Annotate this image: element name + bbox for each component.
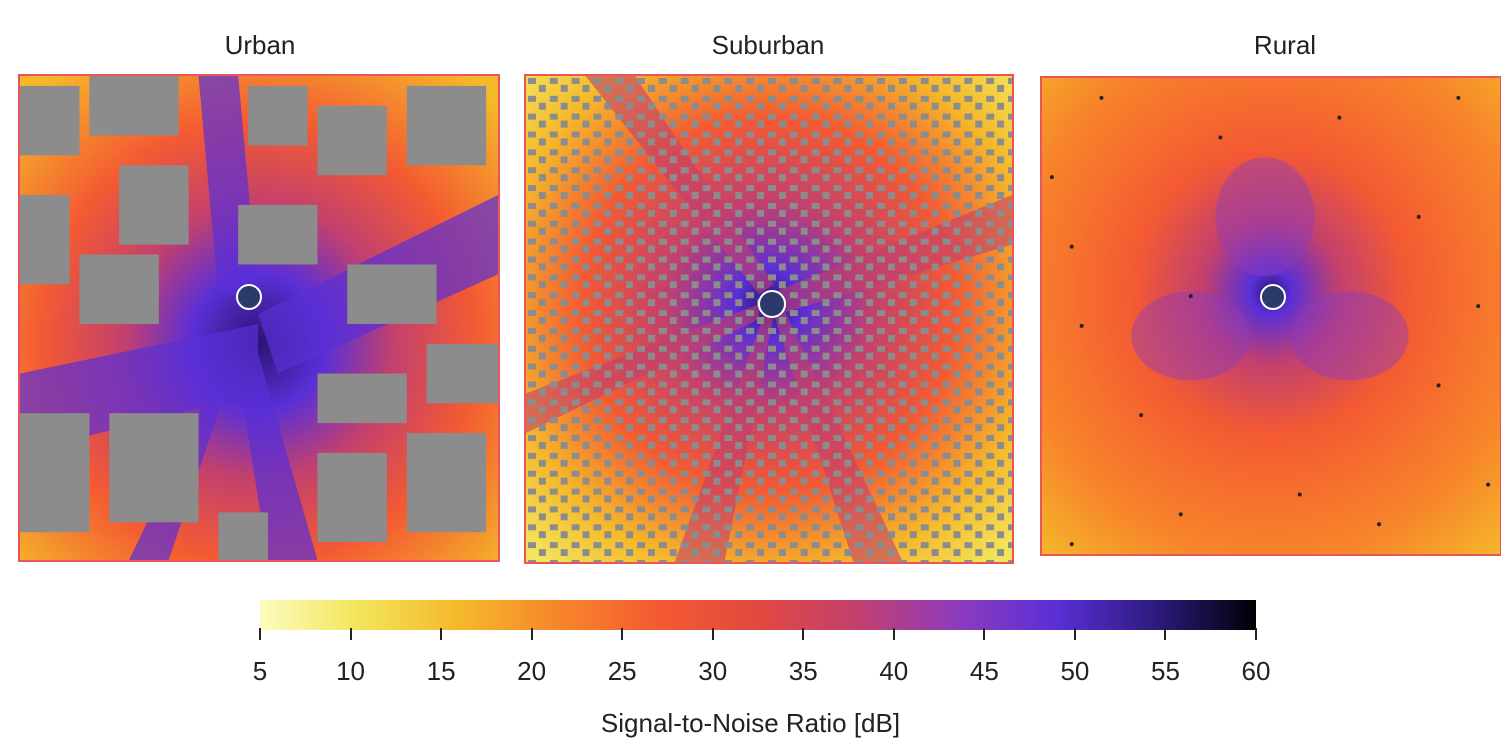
rural-map [1040,76,1501,556]
colorbar-tick-label: 20 [517,656,547,686]
suburban-map [524,74,1014,564]
colorbar-tick [802,628,805,640]
colorbar-tick [440,628,443,640]
colorbar-label: Signal-to-Noise Ratio [dB] [600,708,901,738]
colorbar-tick [711,628,714,640]
colorbar-tick [1164,628,1167,640]
colorbar-tick-label: 40 [879,656,909,686]
colorbar-tick [983,628,986,640]
colorbar-tick-label: 35 [788,656,818,686]
rural-trees [1049,95,1491,547]
colorbar-tick-label: 55 [1150,656,1180,686]
colorbar-tick-label: 15 [426,656,456,686]
urban-buildings [20,76,498,560]
colorbar-tick [349,628,352,640]
panel-title-urban: Urban [224,30,296,60]
colorbar-tick [259,628,261,640]
colorbar-tick-label: 45 [969,656,999,686]
colorbar-tick-label: 50 [1060,656,1090,686]
colorbar-tick [1073,628,1076,640]
colorbar-tick [530,628,533,640]
colorbar-tick [621,628,624,640]
base-station-icon [236,284,262,310]
colorbar-tick-label: 30 [698,656,728,686]
suburban-buildings [526,76,1012,562]
panel-title-suburban: Suburban [711,30,825,60]
urban-map [18,74,500,562]
snr-colorbar [260,600,1256,630]
colorbar-tick [892,628,895,640]
colorbar-tick [1255,628,1257,640]
colorbar-tick-label: 10 [336,656,365,686]
colorbar-tick-label: 60 [1241,656,1271,686]
base-station-icon [758,290,786,318]
panel-title-rural: Rural [1253,30,1317,60]
colorbar-tick-label: 5 [252,656,268,686]
colorbar-tick-label: 25 [607,656,637,686]
base-station-icon [1260,284,1286,310]
